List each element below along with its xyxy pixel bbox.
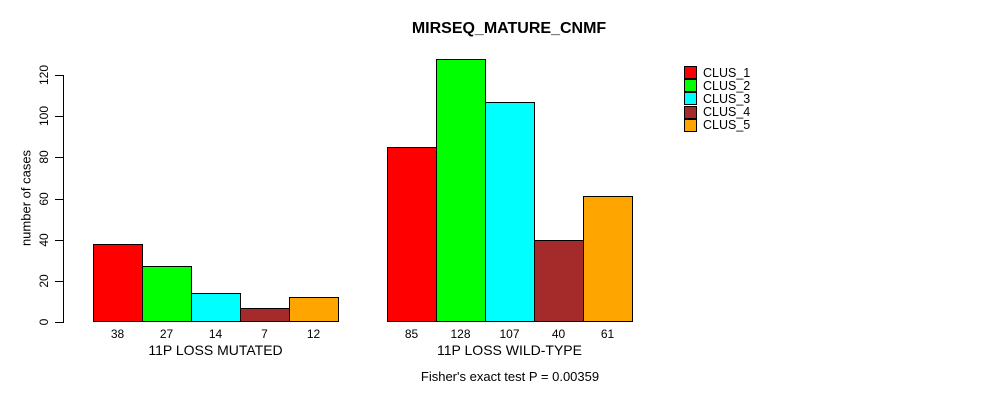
bar [387, 147, 437, 322]
y-tick-mark [55, 199, 63, 200]
legend-item: CLUS_3 [684, 91, 751, 106]
y-tick-mark [55, 240, 63, 241]
legend-item: CLUS_4 [684, 105, 751, 120]
bar [436, 58, 486, 322]
y-tick-label: 120 [37, 64, 51, 86]
legend-swatch [684, 105, 697, 119]
legend-item: CLUS_5 [684, 118, 751, 133]
y-tick-mark [55, 75, 63, 76]
bar-value-label: 7 [261, 327, 268, 341]
legend-label: CLUS_4 [703, 105, 751, 120]
bar [142, 266, 192, 322]
bar [485, 101, 535, 322]
y-axis-title: number of cases [18, 149, 34, 247]
bar-value-label: 14 [208, 327, 223, 341]
y-tick-label: 0 [37, 318, 51, 326]
bar [583, 196, 633, 322]
legend-swatch [684, 79, 697, 93]
y-tick-label: 100 [37, 106, 51, 127]
y-tick-mark [55, 157, 63, 158]
y-tick-label: 20 [37, 274, 51, 288]
group-label: 11P LOSS WILD-TYPE [437, 342, 582, 358]
bar [289, 297, 339, 322]
legend-item: CLUS_2 [684, 78, 751, 93]
y-tick-label: 40 [37, 232, 51, 247]
group-label: 11P LOSS MUTATED [148, 342, 283, 358]
legend: CLUS_1 CLUS_2 CLUS_3 CLUS_4 CLUS_5 [684, 66, 750, 132]
bar [240, 307, 290, 322]
bar [93, 243, 143, 322]
bar-value-label: 38 [110, 327, 125, 341]
legend-swatch [684, 66, 697, 80]
legend-label: CLUS_2 [703, 78, 751, 93]
y-axis-line [63, 75, 64, 323]
y-tick-label: 80 [37, 150, 51, 165]
bar-value-label: 85 [404, 327, 419, 341]
bar-value-label: 107 [499, 327, 520, 341]
annotation-text: Fisher's exact test P = 0.00359 [420, 369, 600, 384]
bar-value-label: 27 [159, 327, 174, 341]
bar-value-label: 40 [551, 327, 566, 341]
bar-value-label: 12 [306, 327, 321, 341]
bar [191, 293, 241, 322]
bar [534, 239, 584, 322]
y-tick-mark [55, 281, 63, 282]
y-tick-mark [55, 116, 63, 117]
y-tick-label: 60 [37, 191, 51, 206]
legend-label: CLUS_5 [703, 118, 751, 133]
legend-item: CLUS_1 [684, 65, 751, 80]
legend-label: CLUS_1 [703, 65, 751, 80]
bar-value-label: 128 [450, 327, 471, 341]
chart-title: MIRSEQ_MATURE_CNMF [411, 20, 607, 37]
legend-swatch [684, 92, 697, 106]
y-tick-mark [55, 322, 63, 323]
legend-label: CLUS_3 [703, 91, 751, 106]
legend-swatch [684, 118, 697, 132]
bar-value-label: 61 [600, 327, 615, 341]
